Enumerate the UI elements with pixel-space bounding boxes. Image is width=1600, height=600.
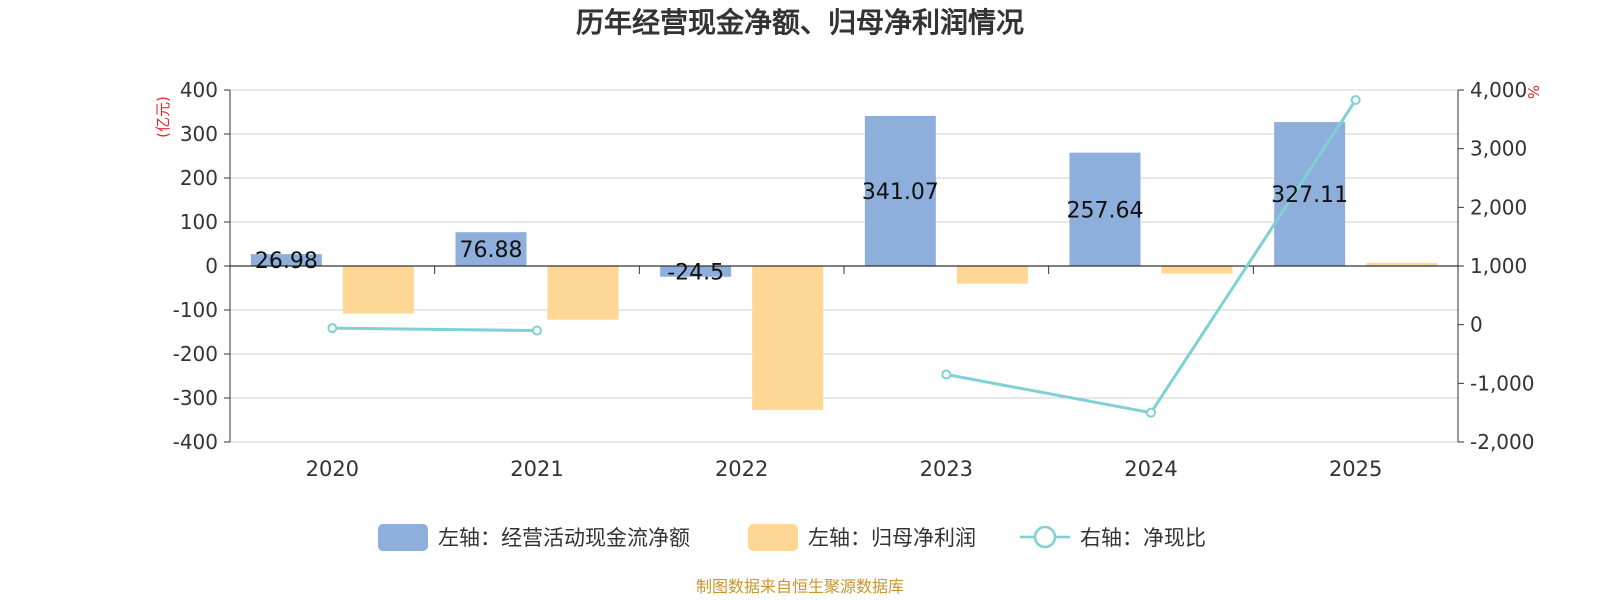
data-labels: 26.98 76.88 -24.5 341.07 257.64 327.11 <box>255 180 1348 285</box>
bars <box>250 115 1438 410</box>
bar-cashflow <box>864 115 936 266</box>
left-tick-label: 400 <box>180 78 218 102</box>
ratio-point <box>1350 94 1361 105</box>
data-label-cashflow: 327.11 <box>1271 183 1348 208</box>
bar-net-profit <box>752 266 824 410</box>
data-label-cashflow: 26.98 <box>255 249 318 274</box>
axes: -400 -300 -200 -100 0 100 200 300 400 -2,000 -1,00… <box>173 78 1535 481</box>
legend-swatch-net-profit <box>748 524 798 551</box>
chart-title: 历年经营现金净额、归母净利润情况 <box>576 6 1024 39</box>
bar-net-profit <box>547 266 619 320</box>
left-tick-label: 300 <box>180 122 218 146</box>
ratio-line-segment <box>332 326 538 333</box>
data-label-cashflow: -24.5 <box>667 260 724 285</box>
left-tick-label: 200 <box>180 166 218 190</box>
right-tick-label: 0 <box>1470 313 1483 337</box>
bar-cashflow <box>1069 152 1141 266</box>
legend-label-ratio: 右轴：净现比 <box>1080 526 1206 550</box>
right-tick-label: 1,000 <box>1470 254 1527 278</box>
bar-cashflow <box>250 254 322 266</box>
bar-cashflow <box>455 232 527 266</box>
left-tick-label: -300 <box>173 386 218 410</box>
x-tick-label: 2023 <box>920 457 973 481</box>
bar-net-profit <box>342 266 414 314</box>
data-label-cashflow: 76.88 <box>460 238 523 263</box>
left-tick-label: -100 <box>173 298 218 322</box>
bar-net-profit <box>956 266 1028 284</box>
x-tick-label: 2020 <box>306 457 359 481</box>
ratio-point <box>1146 407 1156 418</box>
ratio-point <box>941 369 952 380</box>
source-note: 制图数据来自恒生聚源数据库 <box>696 577 904 596</box>
legend-marker-ratio <box>1033 525 1057 549</box>
data-label-cashflow: 341.07 <box>862 180 939 205</box>
legend-label-cashflow: 左轴：经营活动现金流净额 <box>438 526 690 550</box>
left-tick-label: -400 <box>173 430 218 454</box>
x-tick-label: 2022 <box>715 457 768 481</box>
legend-label-net-profit: 左轴：归母净利润 <box>808 526 976 550</box>
x-tick-label: 2025 <box>1329 457 1382 481</box>
ratio-point <box>327 323 338 334</box>
right-tick-label: 4,000 <box>1470 78 1527 102</box>
right-axis-unit: % <box>1524 85 1542 99</box>
left-tick-label: 0 <box>205 254 218 278</box>
left-axis-unit: (亿元) <box>154 96 172 138</box>
bar-cashflow <box>1274 122 1346 267</box>
ratio-line <box>327 94 1361 418</box>
right-tick-label: -1,000 <box>1470 371 1534 395</box>
x-tick-label: 2024 <box>1124 457 1177 481</box>
right-tick-label: -2,000 <box>1470 430 1534 454</box>
x-tick-label: 2021 <box>510 457 563 481</box>
left-tick-label: 100 <box>180 210 218 234</box>
data-label-cashflow: 257.64 <box>1067 198 1144 223</box>
ratio-point <box>532 325 542 336</box>
left-tick-label: -200 <box>173 342 218 366</box>
bar-net-profit <box>1161 266 1233 274</box>
legend-swatch-cashflow <box>378 524 428 551</box>
right-tick-label: 3,000 <box>1470 137 1527 161</box>
bar-cashflow <box>660 266 732 277</box>
right-tick-label: 2,000 <box>1470 195 1527 219</box>
bar-net-profit <box>1366 262 1438 266</box>
legend: 左轴：经营活动现金流净额 左轴：归母净利润 右轴：净现比 <box>378 524 1206 551</box>
